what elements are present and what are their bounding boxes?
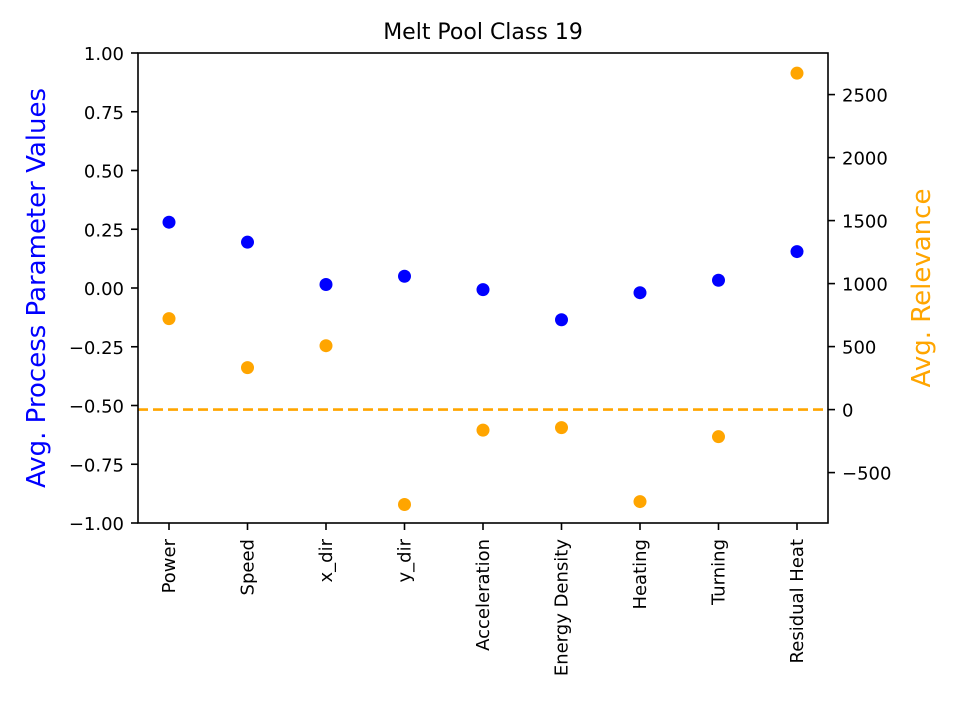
- right-tick-label: 1500: [842, 212, 888, 233]
- right-tick-label: 2500: [842, 86, 888, 107]
- left-tick-label: 0.50: [84, 162, 124, 183]
- relevance-point-2: [241, 361, 254, 375]
- relevance-point-6: [555, 421, 568, 435]
- right-tick-label: −500: [842, 464, 891, 485]
- right-tick-label: 0: [842, 401, 853, 422]
- relevance-point-7: [633, 495, 647, 509]
- x-tick-label: y_dir: [395, 538, 416, 582]
- right-tick-label: 2000: [842, 149, 888, 170]
- relevance-point-3: [319, 339, 333, 353]
- x-tick-label: Heating: [630, 539, 651, 610]
- left-tick-label: −0.25: [69, 338, 124, 359]
- parameter-point-4: [398, 269, 411, 283]
- left-tick-label: −0.50: [69, 397, 124, 418]
- right-ticks-group: −500 0 500 1000 1500 2000 2500: [828, 86, 891, 485]
- left-tick-label: 0.25: [84, 220, 124, 241]
- left-axis-label: Avg. Process Parameter Values: [22, 88, 52, 488]
- parameter-point-5: [476, 283, 490, 297]
- chart-title: Melt Pool Class 19: [383, 20, 583, 45]
- parameter-point-6: [555, 313, 568, 327]
- x-tick-label: Speed: [238, 539, 259, 595]
- right-tick-label: 500: [842, 338, 876, 359]
- parameter-point-7: [633, 286, 647, 300]
- left-tick-label: 1.00: [84, 44, 124, 65]
- x-tick-label: Energy Density: [552, 539, 573, 677]
- parameter-point-9: [790, 245, 804, 259]
- relevance-point-4: [398, 497, 411, 511]
- parameter-point-1: [162, 215, 176, 229]
- relevance-point-1: [162, 312, 176, 326]
- relevance-point-8: [712, 430, 725, 444]
- left-tick-label: 0.75: [84, 103, 124, 124]
- right-tick-label: 1000: [842, 275, 888, 296]
- x-tick-label: Residual Heat: [787, 539, 808, 663]
- right-axis-label: Avg. Relevance: [907, 189, 937, 388]
- left-tick-label: −0.75: [69, 455, 124, 476]
- x-tick-label: Power: [159, 538, 180, 593]
- x-tick-label: Turning: [709, 539, 730, 606]
- left-tick-label: −1.00: [69, 514, 124, 535]
- data-points-group: [162, 66, 804, 511]
- relevance-point-5: [476, 423, 490, 437]
- left-tick-label: 0.00: [84, 279, 124, 300]
- relevance-point-9: [790, 66, 804, 80]
- parameter-point-2: [241, 235, 254, 249]
- parameter-point-3: [319, 277, 333, 291]
- parameter-point-8: [712, 273, 725, 287]
- x-tick-label: x_dir: [316, 538, 337, 582]
- left-ticks-group: −1.00 −0.75 −0.50 −0.25 0.00 0.25 0.50 0.75 1.00: [69, 44, 138, 535]
- x-tick-label: Acceleration: [473, 539, 494, 651]
- x-ticks-group: Power Speed x_dir y_dir Acceleration Energy D…: [159, 523, 808, 676]
